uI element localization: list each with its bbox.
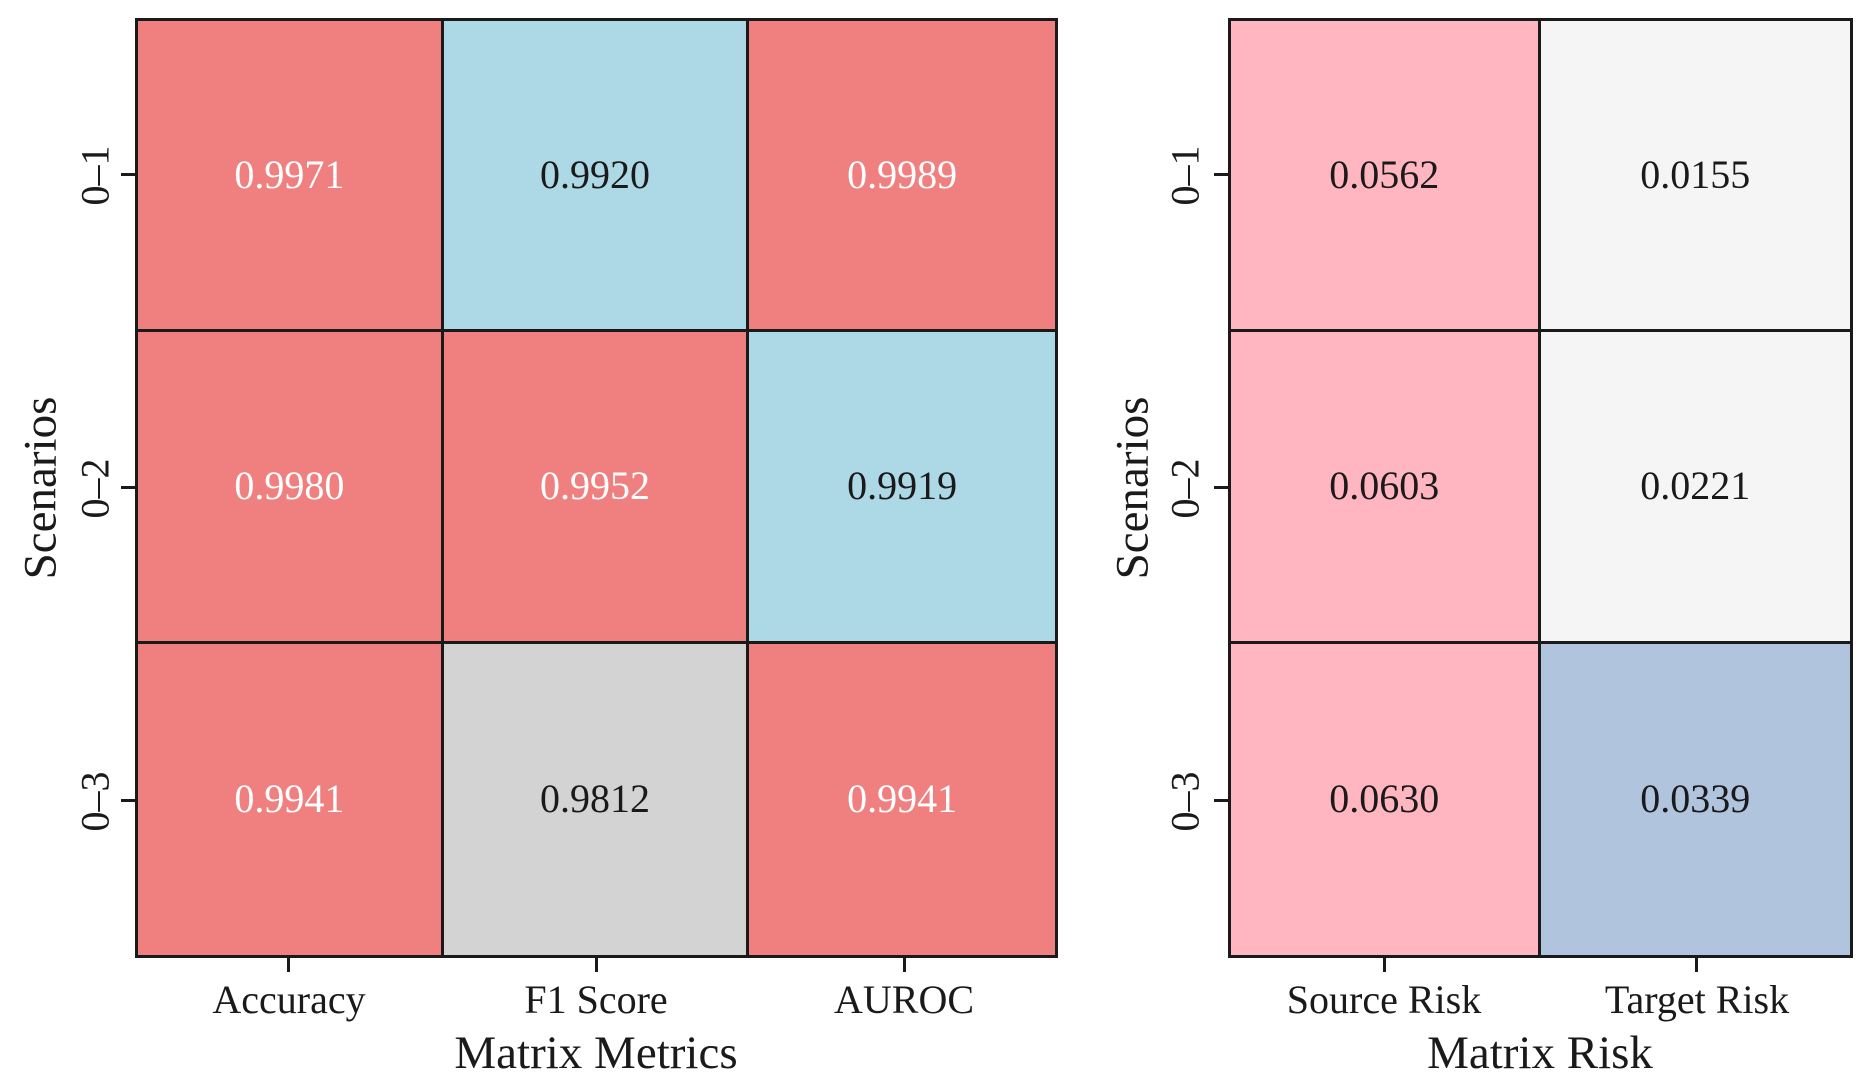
metrics-ytick-mark (121, 173, 135, 176)
risk-ytick-mark (1214, 799, 1228, 802)
risk-xtick-mark (1695, 958, 1698, 972)
metrics-x-axis-title: Matrix Metrics (454, 1027, 738, 1079)
cell-value: 0.0221 (1640, 463, 1751, 509)
cell-value: 0.9941 (234, 776, 345, 822)
heatmap-cell-risk-r3c1: 0.0630 (1231, 643, 1541, 955)
metrics-xtick-col1: Accuracy (212, 977, 366, 1022)
cell-value: 0.0630 (1329, 776, 1440, 822)
cell-value: 0.0562 (1329, 152, 1440, 198)
heatmap-cell-metrics-r2c1: 0.9980 (138, 332, 444, 644)
heatmap-cell-metrics-r1c2: 0.9920 (443, 21, 750, 333)
cell-value: 0.9980 (234, 463, 345, 509)
heatmap-cell-risk-r2c2: 0.0221 (1540, 332, 1850, 644)
metrics-xtick-mark (595, 958, 598, 972)
risk-xtick-col2: Target Risk (1604, 977, 1790, 1022)
cell-value: 0.9812 (539, 776, 650, 822)
metrics-ytick-mark (121, 486, 135, 489)
heatmap-cell-metrics-r1c1: 0.9971 (138, 21, 444, 333)
cell-value: 0.0603 (1329, 463, 1440, 509)
heatmap-cell-metrics-r3c2: 0.9812 (443, 643, 750, 955)
risk-xtick-col1: Source Risk (1286, 977, 1482, 1022)
risk-ytick-mark (1214, 173, 1228, 176)
metrics-xtick-col3: AUROC (833, 977, 975, 1022)
cell-value: 0.9919 (847, 463, 958, 509)
cell-value: 0.9952 (539, 463, 650, 509)
risk-xtick-mark (1383, 958, 1386, 972)
heatmap-cell-metrics-r2c3: 0.9919 (749, 332, 1055, 644)
metrics-ytick-mark (121, 799, 135, 802)
metrics-xtick-mark (287, 958, 290, 972)
heatmap-cell-metrics-r3c1: 0.9941 (138, 643, 444, 955)
heatmap-cell-metrics-r1c3: 0.9989 (749, 21, 1055, 333)
metrics-xtick-mark (903, 958, 906, 972)
metrics-xtick-col2: F1 Score (524, 977, 668, 1022)
cell-value: 0.0155 (1640, 152, 1751, 198)
metrics-heatmap: 0.9971 0.9920 0.9989 0.9980 0.9952 0.991… (135, 18, 1058, 958)
cell-value: 0.9941 (847, 776, 958, 822)
cell-value: 0.9971 (234, 152, 345, 198)
heatmap-cell-risk-r1c2: 0.0155 (1540, 21, 1850, 333)
risk-x-axis-title: Matrix Risk (1427, 1027, 1653, 1079)
risk-ytick-mark (1214, 486, 1228, 489)
heatmap-cell-risk-r3c2: 0.0339 (1540, 643, 1850, 955)
heatmap-cell-metrics-r2c2: 0.9952 (443, 332, 750, 644)
cell-value: 0.9920 (539, 152, 650, 198)
heatmap-cell-risk-r1c1: 0.0562 (1231, 21, 1541, 333)
risk-heatmap: 0.0562 0.0155 0.0603 0.0221 0.0630 0.033… (1228, 18, 1853, 958)
cell-value: 0.0339 (1640, 776, 1751, 822)
heatmap-cell-metrics-r3c3: 0.9941 (749, 643, 1055, 955)
heatmap-cell-risk-r2c1: 0.0603 (1231, 332, 1541, 644)
cell-value: 0.9989 (847, 152, 958, 198)
